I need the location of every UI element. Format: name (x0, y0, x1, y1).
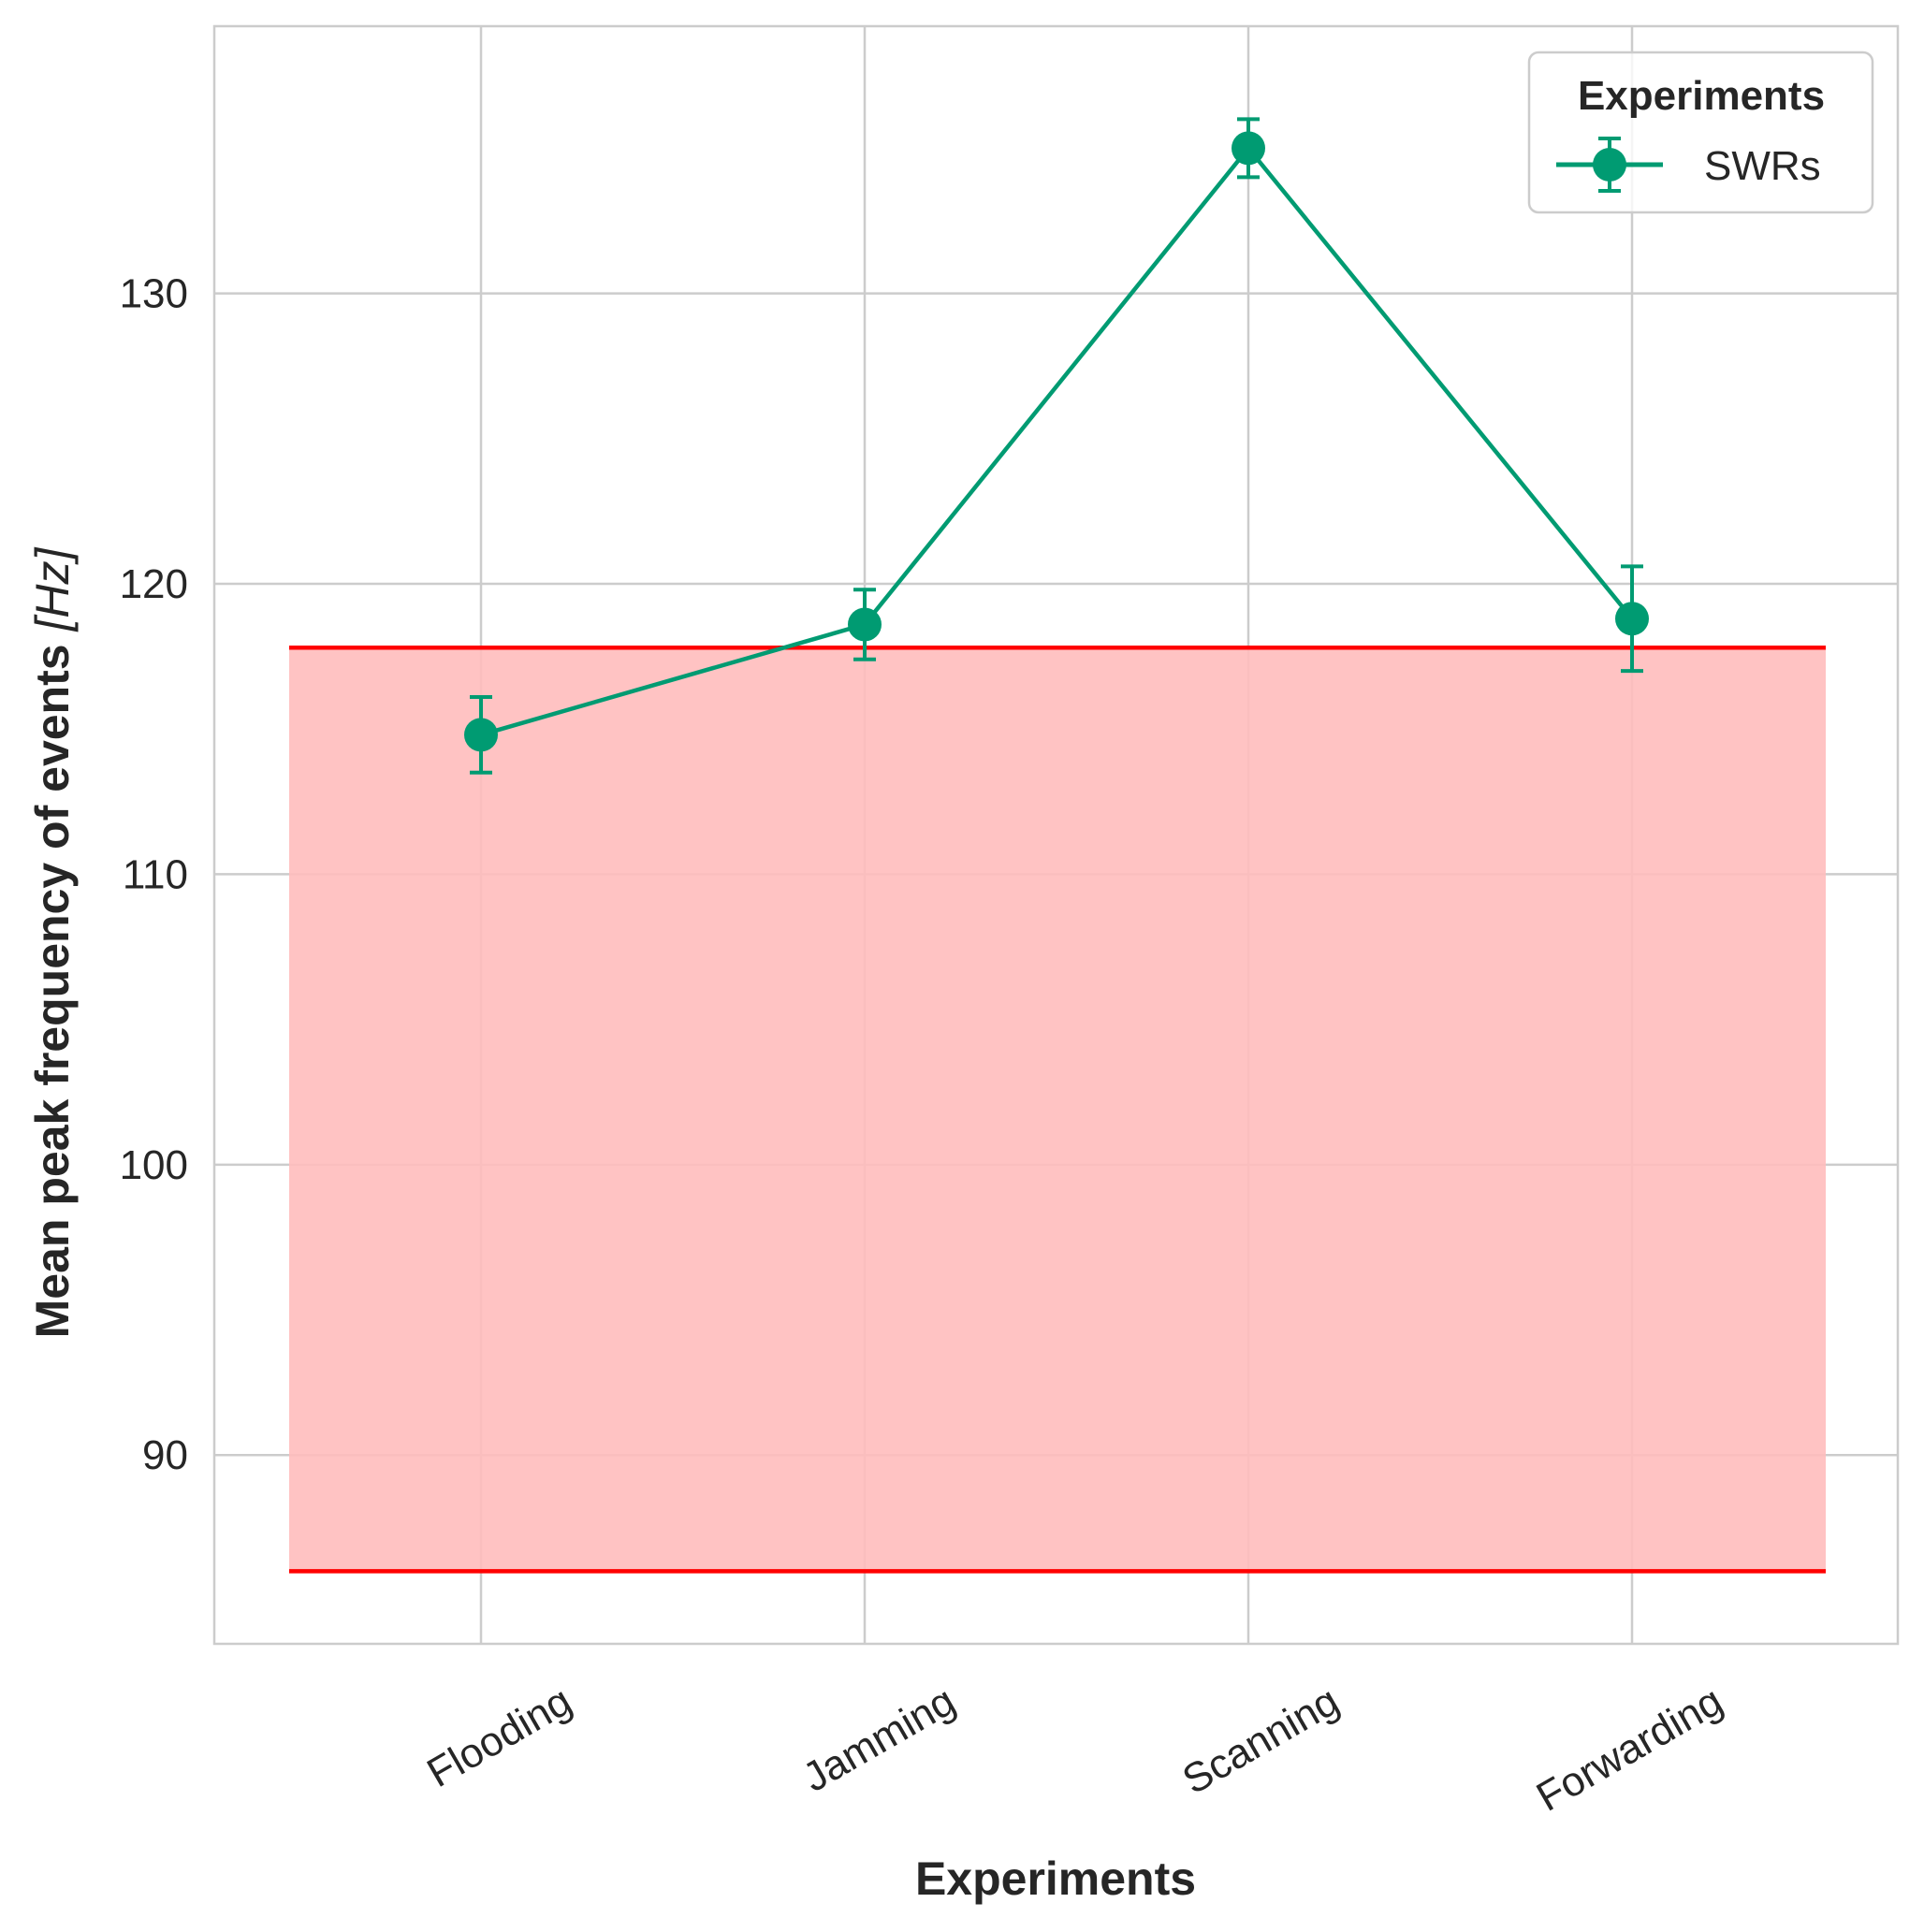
x-axis-title: Experiments (915, 1852, 1196, 1905)
y-axis-title-unit: [Hz] (26, 547, 79, 632)
legend: Experiments SWRs (1527, 51, 1874, 214)
legend-swrs-marker (1593, 148, 1626, 182)
y-tick-label-100: 100 (120, 1142, 188, 1188)
reference-band (289, 646, 1826, 1574)
y-axis-title-text: Mean peak frequency of events (26, 632, 79, 1339)
y-tick-label-130: 130 (120, 271, 188, 317)
y-axis-title: Mean peak frequency of events [Hz] (26, 547, 79, 1339)
data-point-jamming (848, 607, 882, 642)
series-line-swrs (480, 144, 1634, 737)
y-tick-label-90: 90 (142, 1432, 188, 1478)
series-swrs (464, 117, 1649, 775)
band-fill (289, 647, 1826, 1572)
y-tick-label-110: 110 (123, 851, 188, 897)
plot-frame (212, 24, 1900, 1646)
data-point-flooding (464, 718, 498, 752)
legend-title: Experiments (1578, 73, 1825, 119)
data-point-forwarding (1615, 602, 1649, 636)
data-point-scanning (1232, 131, 1265, 166)
y-tick-label-120: 120 (120, 561, 188, 607)
legend-label-swrs: SWRs (1704, 143, 1821, 189)
